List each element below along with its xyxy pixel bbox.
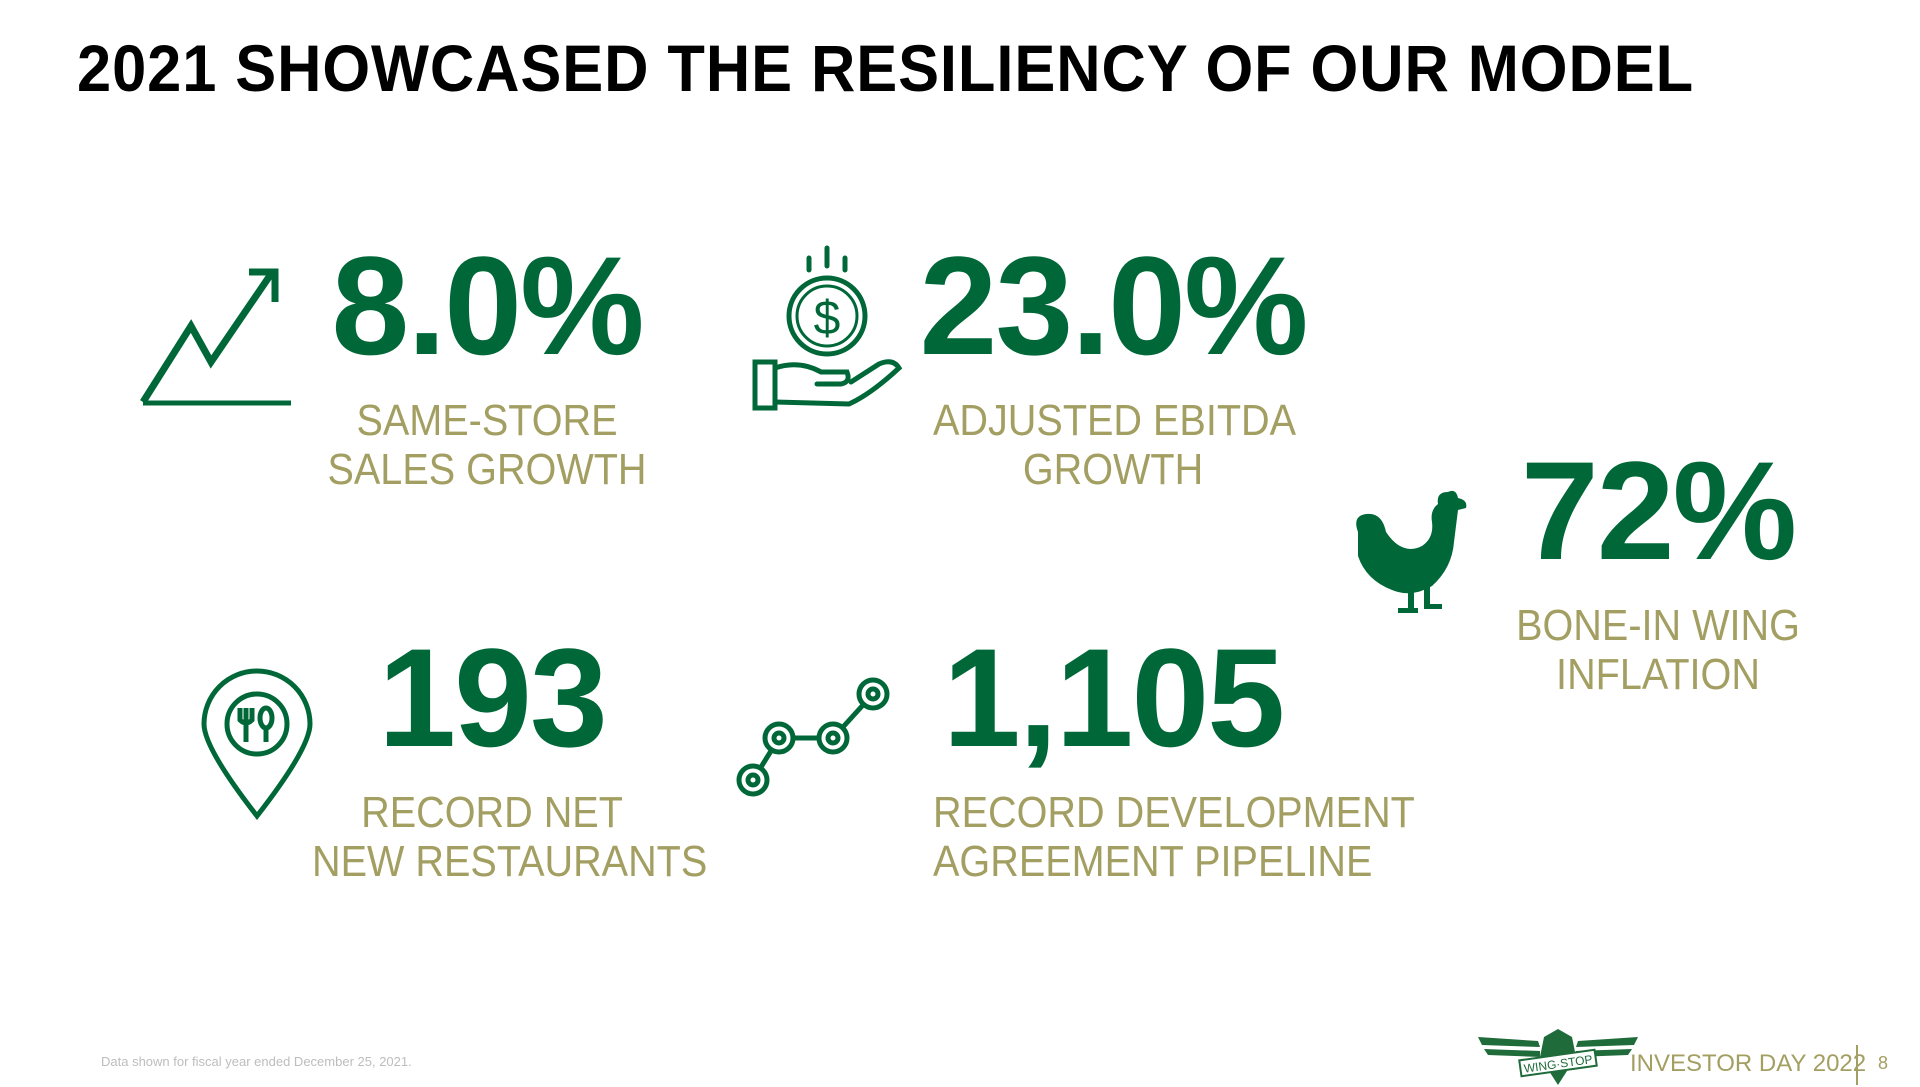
metric-label-line1: BONE-IN WING [1516,601,1800,650]
metric-label-line2: AGREEMENT PIPELINE [933,837,1373,886]
metric-label-line2: SALES GROWTH [327,445,647,494]
metric-label-line1: SAME-STORE [356,396,618,445]
metric-label-line1: RECORD DEVELOPMENT [933,788,1415,837]
metric-label-line2: INFLATION [1556,650,1760,699]
metric-value: 8.0% [331,227,644,384]
trend-up-chart-icon [140,268,291,406]
restaurant-location-pin-icon [201,668,313,820]
metric-bone-in-wing-inflation: 72% BONE-IN WING INFLATION [1458,432,1858,700]
metric-label-line2: GROWTH [1022,445,1204,494]
event-name: INVESTOR DAY 2022 [1630,1050,1867,1077]
metric-value: 193 [378,619,608,776]
metric-adjusted-ebitda: 23.0% ADJUSTED EBITDA GROWTH [913,227,1313,495]
hand-holding-coin-icon: $ [752,245,903,411]
metric-value: 23.0% [919,227,1309,384]
page-number: 8 [1878,1053,1889,1073]
chicken-icon [1356,490,1467,613]
metric-development-pipeline: 1,105 RECORD DEVELOPMENT AGREEMENT PIPEL… [913,619,1415,887]
metric-label-line2: NEW RESTAURANTS [312,837,708,886]
pipeline-nodes-icon [736,677,890,797]
svg-text:$: $ [814,292,841,345]
metric-value: 1,105 [942,619,1285,776]
metric-value: 72% [1520,432,1797,589]
metric-label-line1: RECORD NET [361,788,623,837]
footnote: Data shown for fiscal year ended Decembe… [101,1054,412,1069]
metric-same-store-sales: 8.0% SAME-STORE SALES GROWTH [287,227,687,495]
footer-divider [1856,1045,1858,1085]
metric-net-new-restaurants: 193 RECORD NET NEW RESTAURANTS [292,619,708,887]
page-title: 2021 SHOWCASED THE RESILIENCY OF OUR MOD… [77,31,1694,105]
wingstop-logo: WING·STOP [1478,1029,1638,1085]
metric-label-line1: ADJUSTED EBITDA [933,396,1297,445]
